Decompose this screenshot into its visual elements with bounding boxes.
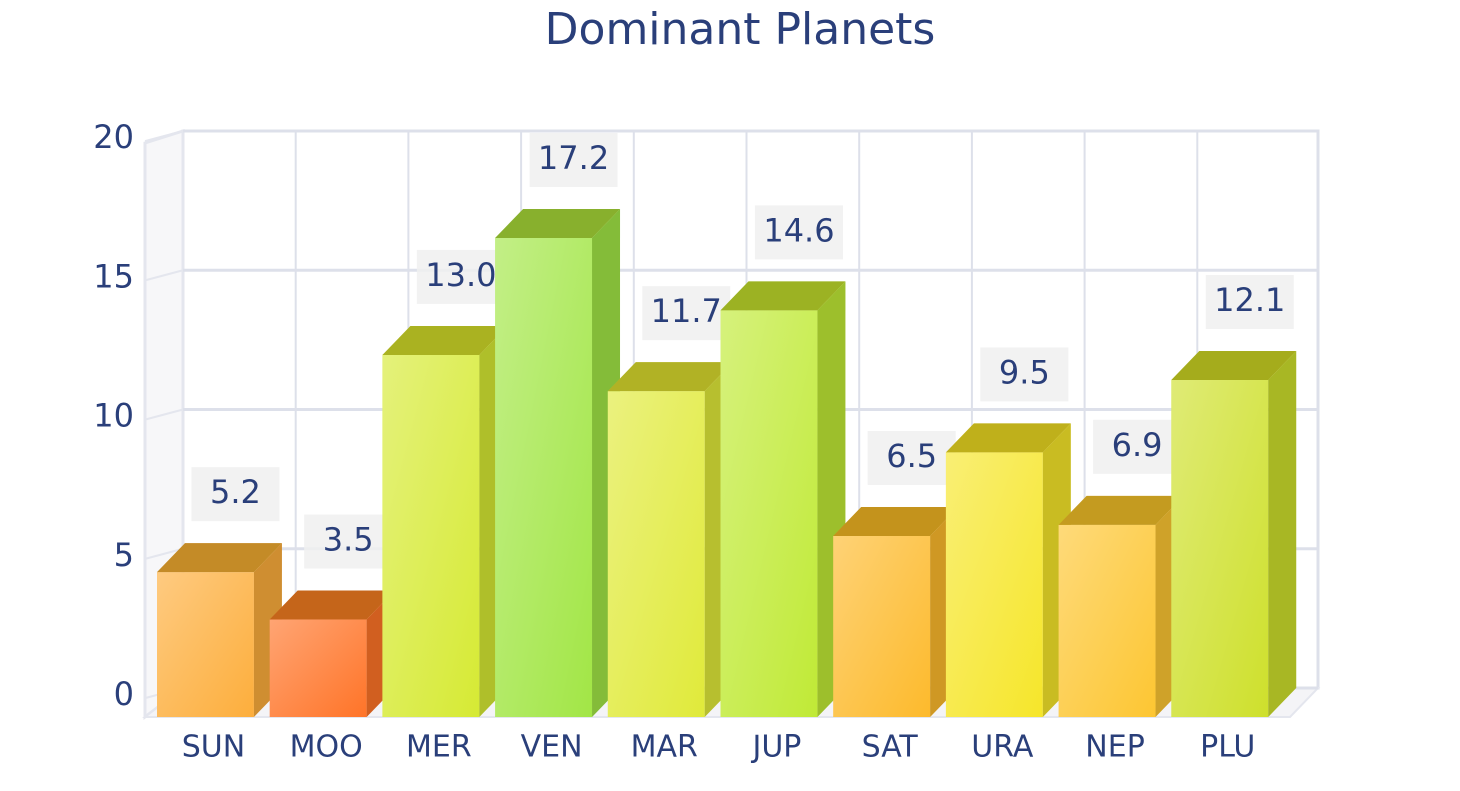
bar-top-shade	[945, 423, 1071, 453]
value-label-box	[754, 205, 843, 260]
bar-top-shade	[495, 208, 621, 238]
bar-top	[607, 362, 733, 392]
bar-shine	[1058, 524, 1156, 717]
bar-top-shade	[607, 362, 733, 392]
value-label: 5.2	[210, 473, 261, 511]
x-tick-label: MER	[406, 730, 472, 765]
value-label: 6.9	[1112, 426, 1163, 464]
bar-shine	[945, 452, 1043, 717]
x-tick-label: URA	[971, 730, 1034, 765]
bar-top-shade	[157, 543, 282, 573]
bar-top	[945, 423, 1071, 453]
value-label: 12.1	[1214, 281, 1285, 319]
bar-top-shade	[720, 281, 846, 311]
value-label-box	[191, 467, 280, 522]
side-grid-line	[144, 269, 184, 282]
value-label: 3.5	[323, 521, 374, 559]
bar-top-shade	[382, 325, 508, 355]
y-tick-label: 0	[114, 675, 134, 713]
value-label: 6.5	[886, 437, 937, 475]
bar-top	[1171, 351, 1297, 381]
bar-shine	[1171, 380, 1269, 717]
x-tick-label: MAR	[631, 730, 698, 765]
bar-shine	[607, 391, 705, 717]
bar-top	[269, 590, 395, 620]
value-label-box	[980, 347, 1069, 402]
bar-shine	[157, 572, 254, 717]
bar-shine	[495, 237, 593, 718]
side-grid-line	[144, 408, 184, 421]
bar-shine	[833, 535, 931, 717]
value-label: 14.6	[763, 211, 834, 249]
y-tick-label: 15	[93, 257, 134, 295]
bar-top-shade	[269, 590, 395, 620]
side-grid-line	[144, 130, 184, 143]
y-tick-label: 20	[93, 118, 134, 156]
y-tick-label: 5	[114, 536, 134, 574]
bar-shine	[382, 354, 480, 717]
x-tick-label: VEN	[521, 730, 583, 765]
bar-side-shade	[1268, 351, 1297, 717]
bar-top	[833, 506, 959, 536]
bar-side	[1268, 351, 1297, 717]
side-grid-line	[144, 547, 184, 560]
bar-top-shade	[833, 506, 959, 536]
bar-top	[157, 543, 282, 573]
value-label-box	[529, 132, 618, 187]
x-tick-label: MOO	[290, 730, 363, 765]
y-tick-label: 10	[93, 397, 134, 435]
value-label-box	[1093, 419, 1182, 474]
bar-shine	[720, 310, 818, 717]
bar-top	[1058, 495, 1184, 525]
bar-top	[495, 208, 621, 238]
value-label-box	[1205, 275, 1294, 330]
value-label-box	[642, 286, 731, 341]
value-label-box	[867, 430, 956, 485]
x-tick-label: SAT	[862, 730, 919, 765]
bar-top-shade	[1171, 351, 1297, 381]
bar-top-shade	[1058, 495, 1184, 525]
x-tick-label: SUN	[182, 730, 245, 765]
value-label: 17.2	[538, 139, 609, 177]
value-label: 11.7	[651, 292, 722, 330]
bar-shine	[269, 619, 367, 717]
bar-top	[382, 325, 508, 355]
bar-top	[720, 281, 846, 311]
chart-title: Dominant Planets	[545, 4, 936, 55]
x-tick-label: PLU	[1200, 730, 1255, 765]
value-label: 13.0	[425, 256, 496, 294]
x-tick-label: NEP	[1085, 730, 1145, 765]
value-label-box	[416, 249, 505, 304]
value-label: 9.5	[999, 353, 1050, 391]
x-tick-label: JUP	[751, 730, 802, 765]
value-label-box	[304, 514, 393, 569]
